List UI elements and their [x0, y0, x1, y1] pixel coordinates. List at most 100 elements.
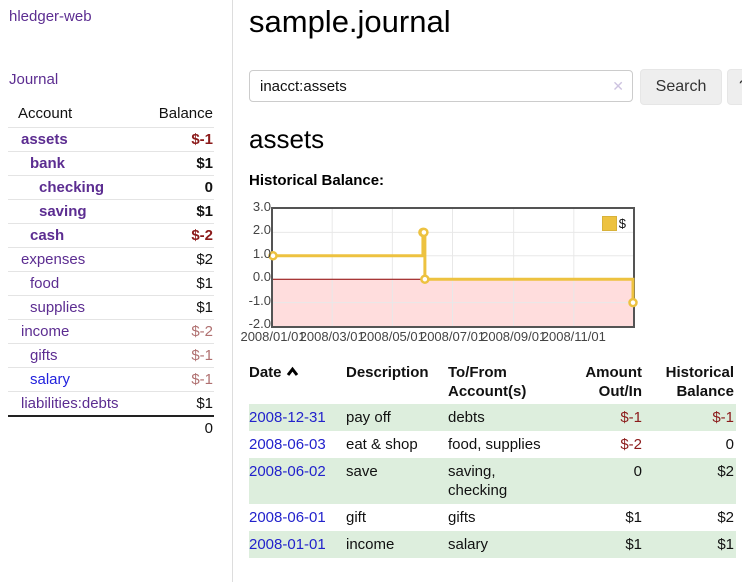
transaction-row[interactable]: 2008-06-03 eat & shop food, supplies $-2 0 — [249, 431, 736, 458]
transaction-accounts: debts — [448, 409, 485, 426]
x-axis-tick-label: 2008/09/01 — [481, 329, 547, 344]
transaction-amount: 0 — [633, 463, 642, 480]
account-row: checking 0 — [8, 175, 214, 200]
transaction-amount: $1 — [625, 536, 642, 553]
account-link-food[interactable]: food — [30, 275, 60, 292]
transaction-amount: $-1 — [620, 409, 642, 426]
account-link-salary[interactable]: salary — [30, 371, 71, 388]
account-balance: $-1 — [137, 343, 214, 368]
transaction-description: income — [346, 536, 395, 553]
amount-column-header: Amount Out/In — [585, 364, 642, 400]
account-link-gifts[interactable]: gifts — [30, 347, 58, 364]
transaction-accounts: gifts — [448, 509, 476, 526]
help-button[interactable]: ? — [727, 69, 742, 105]
account-balance: $-1 — [137, 367, 214, 392]
account-row: gifts $-1 — [8, 343, 214, 368]
x-axis-tick-label: 2008/03/01 — [299, 329, 365, 344]
sort-ascending-icon — [286, 363, 299, 382]
transaction-row[interactable]: 2008-06-01 gift gifts $1 $2 — [249, 504, 736, 531]
transaction-row[interactable]: 2008-01-01 income salary $1 $1 — [249, 531, 736, 558]
account-balance: $-2 — [137, 223, 214, 248]
account-link-cash[interactable]: cash — [30, 227, 65, 244]
account-link-liabilities-debts[interactable]: liabilities:debts — [21, 395, 119, 412]
account-row: food $1 — [8, 271, 214, 296]
transaction-accounts: salary — [448, 536, 489, 553]
transaction-row[interactable]: 2008-06-02 save saving, checking 0 $2 — [249, 458, 736, 504]
journal-nav-link[interactable]: Journal — [9, 71, 59, 88]
accounts-column-header: To/From Account(s) — [448, 364, 527, 400]
account-balance: $1 — [137, 199, 214, 224]
transaction-date-cell: 2008-12-31 — [249, 404, 346, 431]
search-button[interactable]: Search — [640, 69, 722, 105]
account-balance: $-1 — [137, 127, 214, 152]
accounts-table: Account Balance assets $-1 bank $1 checking 0… — [8, 100, 214, 440]
description-column-header: Description — [346, 364, 429, 381]
account-balance: $1 — [137, 271, 214, 296]
transaction-row[interactable]: 2008-12-31 pay off debts $-1 $-1 — [249, 404, 736, 431]
accounts-table-header: Account Balance — [8, 100, 214, 128]
y-axis-tick-label: -1.0 — [248, 292, 271, 308]
account-row: liabilities:debts $1 — [8, 391, 214, 416]
register-header-row: Date Description To/From Account(s) Amou… — [249, 360, 736, 404]
account-row: supplies $1 — [8, 295, 214, 320]
transaction-amount: $1 — [625, 509, 642, 526]
chart-title: Historical Balance: — [249, 172, 385, 189]
transaction-date-cell: 2008-06-02 — [249, 458, 346, 504]
account-link-bank[interactable]: bank — [30, 155, 66, 172]
balance-column-header2: Historical Balance — [665, 364, 734, 400]
transaction-amount: $-2 — [620, 436, 642, 453]
y-axis-tick-label: 0.0 — [252, 269, 271, 285]
chart-plot-area: $ — [268, 207, 638, 328]
account-row: expenses $2 — [8, 247, 214, 272]
y-axis-tick-label: 2.0 — [252, 222, 271, 238]
search-input-wrap: ✕ — [249, 70, 633, 102]
transaction-description: gift — [346, 509, 367, 526]
transaction-date-link[interactable]: 2008-01-01 — [249, 536, 326, 553]
app-brand[interactable]: hledger-web — [9, 8, 92, 25]
transaction-balance: 0 — [725, 436, 734, 453]
account-heading: assets — [249, 124, 325, 154]
historical-balance-chart: $ 3.0 2.0 1.0 0.0 -1.0 -2.0 2008/01/01 2008/03/… — [240, 196, 642, 348]
page-title: sample.journal — [249, 4, 451, 39]
account-link-assets[interactable]: assets — [21, 131, 68, 148]
transaction-date-link[interactable]: 2008-12-31 — [249, 409, 326, 426]
account-link-expenses[interactable]: expenses — [21, 251, 86, 268]
account-balance: $1 — [137, 391, 214, 416]
transaction-balance: $2 — [717, 463, 734, 480]
account-row: cash $-2 — [8, 223, 214, 248]
account-row: saving $1 — [8, 199, 214, 224]
account-table-body: assets $-1 bank $1 checking 0 saving $1 cash $-2 e… — [8, 127, 214, 416]
x-axis-tick-label: 2008/05/01 — [359, 329, 425, 344]
transaction-date-cell: 2008-06-01 — [249, 504, 346, 531]
balance-column-header: Balance — [158, 105, 213, 122]
account-balance: $1 — [137, 151, 214, 176]
transaction-date-link[interactable]: 2008-06-03 — [249, 436, 326, 453]
accounts-total-value: 0 — [137, 415, 214, 440]
account-balance: $1 — [137, 295, 214, 320]
transaction-description: eat & shop — [346, 436, 418, 453]
account-column-header: Account — [18, 105, 73, 122]
account-row: assets $-1 — [8, 127, 214, 152]
transaction-balance: $1 — [717, 536, 734, 553]
search-input[interactable] — [249, 70, 633, 102]
account-link-supplies[interactable]: supplies — [30, 299, 86, 316]
transaction-accounts: saving, checking — [448, 463, 508, 499]
register-table: Date Description To/From Account(s) Amou… — [249, 360, 736, 558]
account-link-saving[interactable]: saving — [39, 203, 87, 220]
transaction-date-link[interactable]: 2008-06-01 — [249, 509, 326, 526]
transaction-date-link[interactable]: 2008-06-02 — [249, 463, 326, 480]
transaction-date-cell: 2008-06-03 — [249, 431, 346, 458]
clear-search-icon[interactable]: ✕ — [612, 78, 624, 94]
account-row: income $-2 — [8, 319, 214, 344]
transaction-description: pay off — [346, 409, 391, 426]
date-column-header[interactable]: Date — [249, 360, 346, 404]
total-spacer — [8, 415, 138, 440]
transaction-accounts: food, supplies — [448, 436, 541, 453]
transaction-description: save — [346, 463, 378, 480]
account-link-income[interactable]: income — [21, 323, 70, 340]
account-link-checking[interactable]: checking — [39, 179, 105, 196]
y-axis-tick-label: 1.0 — [252, 245, 271, 261]
sidebar: hledger-web Journal Account Balance asse… — [0, 0, 233, 582]
x-axis-tick-label: 2008/11/01 — [541, 329, 606, 344]
y-axis-tick-label: -2.0 — [248, 316, 271, 331]
